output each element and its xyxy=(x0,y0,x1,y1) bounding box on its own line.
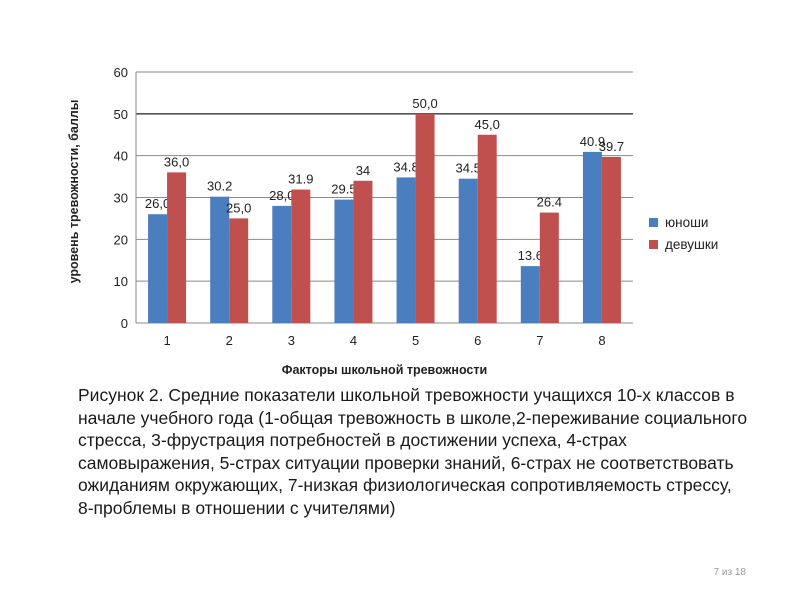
legend-label: юноши xyxy=(665,215,708,230)
y-tick-label: 50 xyxy=(114,107,128,122)
data-label: 34.8 xyxy=(393,159,418,174)
figure-caption: Рисунок 2. Средние показатели школьной т… xyxy=(78,385,748,518)
bar-yunoshi xyxy=(210,196,230,323)
data-label: 39.7 xyxy=(599,139,624,154)
bar-yunoshi xyxy=(520,266,540,323)
data-label: 36,0 xyxy=(164,154,189,169)
data-label: 28,0 xyxy=(269,188,294,203)
bar-devushki xyxy=(415,113,435,323)
bar-devushki xyxy=(229,218,249,323)
y-axis-title: уровень тревожности, баллы xyxy=(67,100,81,284)
data-label: 31.9 xyxy=(288,172,313,187)
data-label: 34.5 xyxy=(456,161,481,176)
y-tick-label: 20 xyxy=(114,232,128,247)
y-tick-label: 10 xyxy=(114,274,128,289)
bar-devushki xyxy=(601,156,621,323)
x-tick-label: 8 xyxy=(598,333,605,348)
bar-devushki xyxy=(539,212,559,323)
bar-devushki xyxy=(167,172,187,323)
data-label: 13.6 xyxy=(518,248,543,263)
data-label: 34 xyxy=(356,163,370,178)
data-label: 29.5 xyxy=(331,182,356,197)
bar-yunoshi xyxy=(148,214,168,323)
bar-yunoshi xyxy=(272,205,292,323)
bar-devushki xyxy=(477,134,497,323)
bar-yunoshi xyxy=(582,151,602,323)
y-tick-label: 0 xyxy=(121,316,128,331)
legend-label: девушки xyxy=(665,237,718,252)
page-indicator: 7 из 18 xyxy=(713,567,746,578)
y-tick-label: 40 xyxy=(114,149,128,164)
data-label: 40.9 xyxy=(580,134,605,149)
data-label: 30.2 xyxy=(207,179,232,194)
bar-yunoshi xyxy=(396,177,416,323)
x-axis-title: Факторы школьной тревожности xyxy=(282,363,487,377)
x-tick-label: 5 xyxy=(412,333,419,348)
legend-swatch xyxy=(649,240,658,249)
bar-yunoshi xyxy=(458,178,478,323)
x-tick-label: 1 xyxy=(163,333,170,348)
bar-chart: 0 10 20 30 40 50 60 26,0 36,0 1 30.2 25,0 2 28,031.9 3… xyxy=(67,65,718,377)
data-label: 45,0 xyxy=(475,117,500,132)
x-tick-label: 7 xyxy=(536,333,543,348)
y-tick-label: 60 xyxy=(114,65,128,80)
bar-devushki xyxy=(353,180,373,323)
bar-devushki xyxy=(291,189,311,323)
data-label: 26.4 xyxy=(537,195,562,210)
x-tick-label: 4 xyxy=(350,333,357,348)
x-tick-label: 3 xyxy=(288,333,295,348)
legend-swatch xyxy=(649,218,658,227)
x-tick-label: 2 xyxy=(226,333,233,348)
data-label: 50,0 xyxy=(412,96,437,111)
bar-yunoshi xyxy=(334,199,354,323)
y-tick-label: 30 xyxy=(114,191,128,206)
data-label: 26,0 xyxy=(145,196,170,211)
data-label: 25,0 xyxy=(226,200,251,215)
x-tick-label: 6 xyxy=(474,333,481,348)
